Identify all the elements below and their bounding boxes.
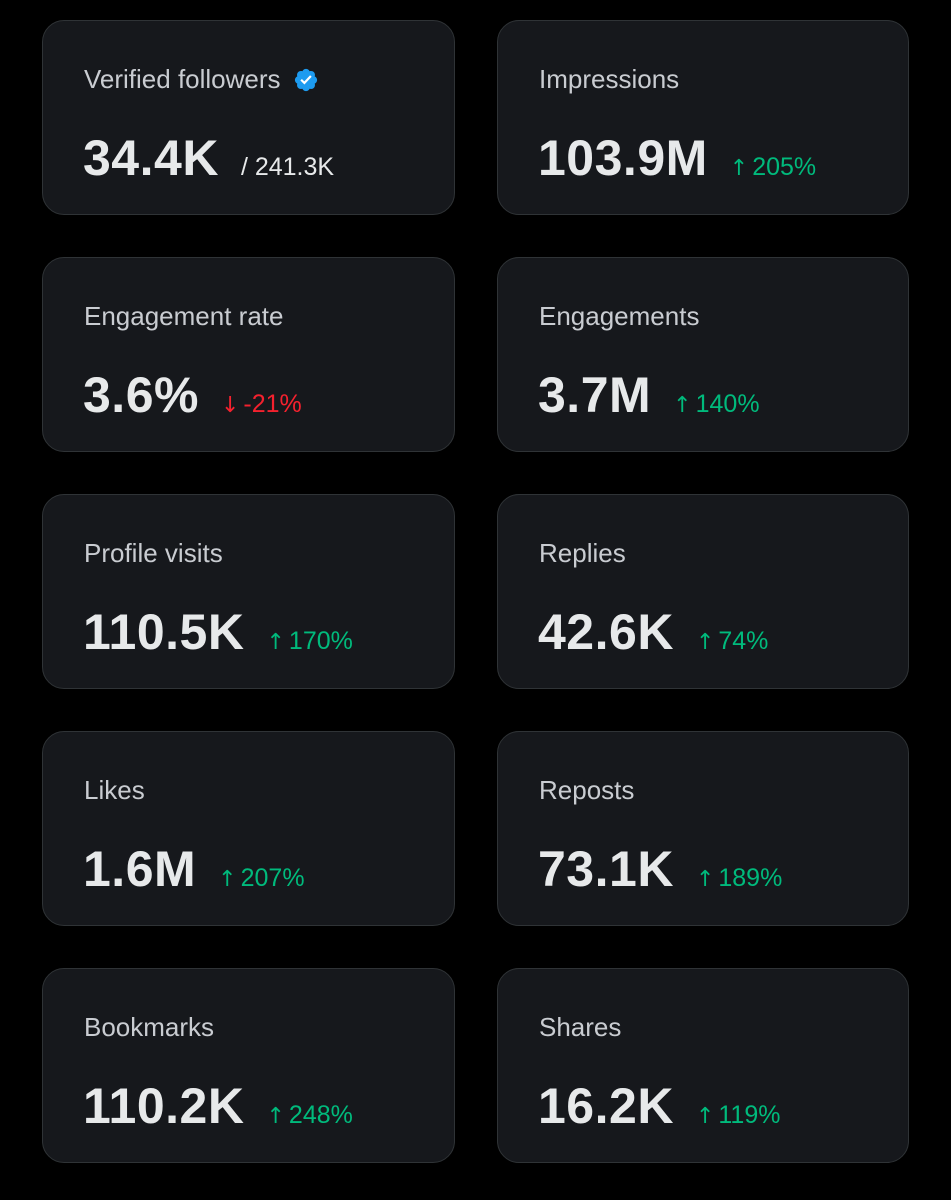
metric-card-replies[interactable]: Replies 42.6K ↑ 74% <box>497 494 909 689</box>
metric-label: Verified followers <box>84 64 281 94</box>
metric-change-value: -21% <box>243 390 302 418</box>
arrow-up-icon: ↑ <box>266 1104 285 1129</box>
metric-value-row: 110.2K ↑ 248% <box>83 1077 353 1135</box>
metric-value-row: 42.6K ↑ 74% <box>538 603 768 661</box>
metrics-grid: Verified followers 34.4K / 241.3K Impres… <box>42 20 909 1163</box>
metric-change: ↑ 119% <box>696 1101 781 1130</box>
metric-change-value: 74% <box>718 627 769 655</box>
metric-card-engagement-rate[interactable]: Engagement rate 3.6% ↓ -21% <box>42 257 455 452</box>
metric-card-likes[interactable]: Likes 1.6M ↑ 207% <box>42 731 455 926</box>
arrow-down-icon: ↓ <box>220 393 240 418</box>
metric-value: 1.6M <box>83 841 197 897</box>
arrow-up-icon: ↑ <box>729 156 749 181</box>
arrow-up-icon: ↑ <box>695 630 715 655</box>
metric-change-value: 170% <box>288 627 353 655</box>
metric-change: ↓ -21% <box>221 390 302 419</box>
metric-value: 42.6K <box>538 604 674 660</box>
metric-change-value: 140% <box>695 390 760 418</box>
metric-label: Engagement rate <box>84 301 284 331</box>
metric-value: 110.5K <box>83 604 245 660</box>
metric-value-row: 16.2K ↑ 119% <box>538 1077 780 1135</box>
metric-label-wrap: Verified followers <box>84 64 319 95</box>
arrow-up-icon: ↑ <box>695 1104 715 1129</box>
metric-total: / 241.3K <box>240 153 335 181</box>
metric-value-row: 34.4K / 241.3K <box>83 129 334 187</box>
metric-value-row: 103.9M ↑ 205% <box>538 129 816 187</box>
metric-card-reposts[interactable]: Reposts 73.1K ↑ 189% <box>497 731 909 926</box>
metric-label: Replies <box>539 538 626 568</box>
metric-card-engagements[interactable]: Engagements 3.7M ↑ 140% <box>497 257 909 452</box>
metric-label: Likes <box>84 775 145 805</box>
metric-card-shares[interactable]: Shares 16.2K ↑ 119% <box>497 968 909 1163</box>
metric-change: ↑ 207% <box>218 864 304 893</box>
metric-value-row: 3.7M ↑ 140% <box>538 366 760 424</box>
metric-change: ↑ 205% <box>730 153 816 182</box>
metric-label: Shares <box>539 1012 622 1042</box>
verified-badge-icon <box>294 68 317 91</box>
metric-change: ↑ 170% <box>266 627 352 656</box>
metric-change: ↑ 189% <box>696 864 782 893</box>
metric-change: ↑ 140% <box>673 390 759 419</box>
metric-value-row: 73.1K ↑ 189% <box>538 840 782 898</box>
metric-change-value: 189% <box>718 864 783 892</box>
metric-label: Impressions <box>539 64 680 94</box>
metric-label: Engagements <box>539 301 700 331</box>
metric-label: Bookmarks <box>84 1012 215 1042</box>
metric-label: Profile visits <box>84 538 223 568</box>
metric-value: 103.9M <box>538 130 708 186</box>
metric-change-value: 119% <box>718 1101 781 1129</box>
metric-card-verified-followers[interactable]: Verified followers 34.4K / 241.3K <box>42 20 455 215</box>
metric-change-value: 205% <box>752 153 817 181</box>
metric-value: 16.2K <box>538 1078 674 1134</box>
metric-change-value: 248% <box>288 1101 353 1129</box>
metric-value: 110.2K <box>83 1078 245 1134</box>
arrow-up-icon: ↑ <box>695 867 715 892</box>
metric-card-bookmarks[interactable]: Bookmarks 110.2K ↑ 248% <box>42 968 455 1163</box>
arrow-up-icon: ↑ <box>266 630 285 655</box>
arrow-up-icon: ↑ <box>218 867 237 892</box>
metric-value: 3.6% <box>83 367 199 423</box>
metric-value-row: 1.6M ↑ 207% <box>83 840 305 898</box>
metric-value-row: 110.5K ↑ 170% <box>83 603 353 661</box>
metric-change: ↑ 74% <box>696 627 768 656</box>
metric-label: Reposts <box>539 775 635 805</box>
metric-value: 73.1K <box>538 841 674 897</box>
metric-value-row: 3.6% ↓ -21% <box>83 366 302 424</box>
metric-change-value: 207% <box>240 864 305 892</box>
metric-change: ↑ 248% <box>266 1101 352 1130</box>
metric-card-profile-visits[interactable]: Profile visits 110.5K ↑ 170% <box>42 494 455 689</box>
metric-value: 3.7M <box>538 367 652 423</box>
metric-value: 34.4K <box>83 130 219 186</box>
metric-card-impressions[interactable]: Impressions 103.9M ↑ 205% <box>497 20 909 215</box>
arrow-up-icon: ↑ <box>673 393 692 418</box>
